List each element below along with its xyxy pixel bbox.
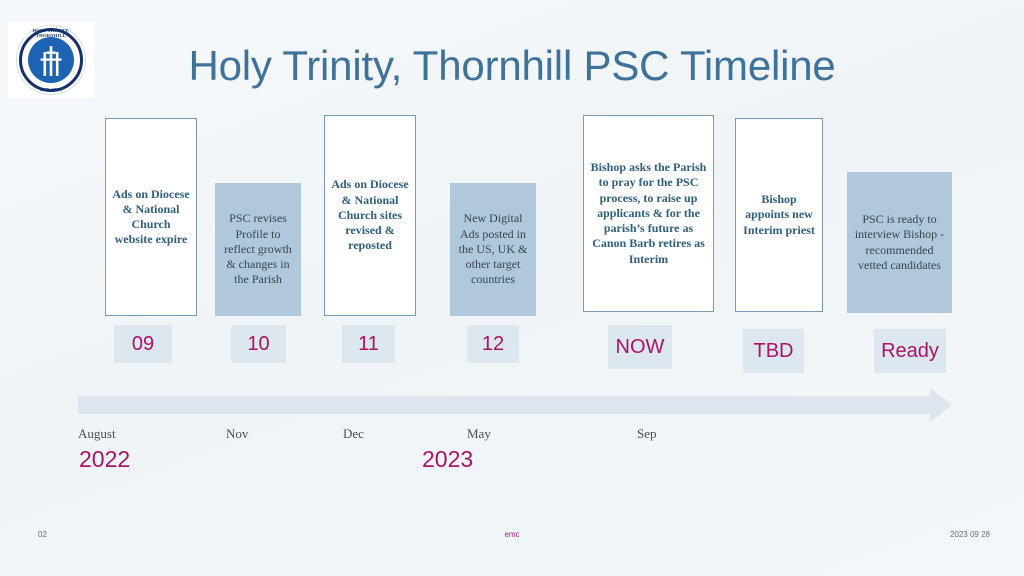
event-box-label: Ads on Diocese & National Church sites r… (331, 177, 409, 253)
event-box-label: New Digital Ads posted in the US, UK & o… (458, 211, 528, 287)
date-chip-09[interactable]: 09 (114, 325, 172, 363)
date-chip-tbd[interactable]: TBD (743, 329, 804, 373)
footer-center-mark: emc (504, 530, 520, 539)
event-box-label: Bishop appoints new Interim priest (743, 192, 815, 237)
event-box-psc-revises-profile[interactable]: PSC revises Profile to reflect growth & … (215, 183, 301, 316)
event-box-label: PSC revises Profile to reflect growth & … (224, 211, 292, 287)
seal-disc (28, 37, 74, 83)
event-box-bishop-asks-parish-pray[interactable]: Bishop asks the Parish to pray for the P… (583, 115, 714, 312)
date-chip-11[interactable]: 11 (342, 325, 395, 363)
seal-icon: HOLY TRINITY, THORNHILL EST. 1830 (16, 25, 86, 95)
date-chip-ready[interactable]: Ready (874, 329, 946, 373)
date-chip-10[interactable]: 10 (231, 325, 286, 363)
event-box-label: Ads on Diocese & National Church website… (112, 186, 190, 247)
timeline-arrow-head-icon (930, 388, 952, 422)
month-august: August (78, 426, 116, 441)
event-box-ads-diocese-national-expire[interactable]: Ads on Diocese & National Church website… (105, 118, 197, 316)
event-box-psc-ready-interview[interactable]: PSC is ready to interview Bishop - recom… (847, 172, 952, 313)
year-2023: 2023 (422, 446, 474, 472)
footer-date: 2023 09 28 (949, 530, 990, 539)
page-title: Holy Trinity, Thornhill PSC Timeline (188, 42, 836, 89)
event-box-ads-sites-revised-reposted[interactable]: Ads on Diocese & National Church sites r… (324, 115, 416, 316)
footer-page-number: 02 (38, 530, 47, 539)
cross-pillars-icon (40, 46, 62, 76)
event-box-label: PSC is ready to interview Bishop - recom… (854, 212, 945, 272)
year-2022: 2022 (79, 446, 131, 472)
seal-top-text: HOLY TRINITY, THORNHILL (32, 28, 70, 38)
month-nov: Nov (226, 426, 249, 441)
event-box-label: Bishop asks the Parish to pray for the P… (590, 160, 707, 266)
church-logo: HOLY TRINITY, THORNHILL EST. 1830 (8, 22, 94, 98)
seal-bottom-text: EST. 1830 (40, 86, 62, 92)
timeline-arrow-bar (78, 396, 940, 414)
date-chip-now[interactable]: NOW (608, 325, 672, 369)
event-box-new-digital-ads-posted[interactable]: New Digital Ads posted in the US, UK & o… (450, 183, 536, 316)
date-chip-12[interactable]: 12 (467, 325, 519, 363)
month-sep: Sep (637, 426, 657, 441)
month-dec: Dec (343, 426, 364, 441)
seal-ring (19, 28, 83, 92)
month-may: May (467, 426, 491, 441)
event-box-bishop-appoints-interim[interactable]: Bishop appoints new Interim priest (735, 118, 823, 312)
